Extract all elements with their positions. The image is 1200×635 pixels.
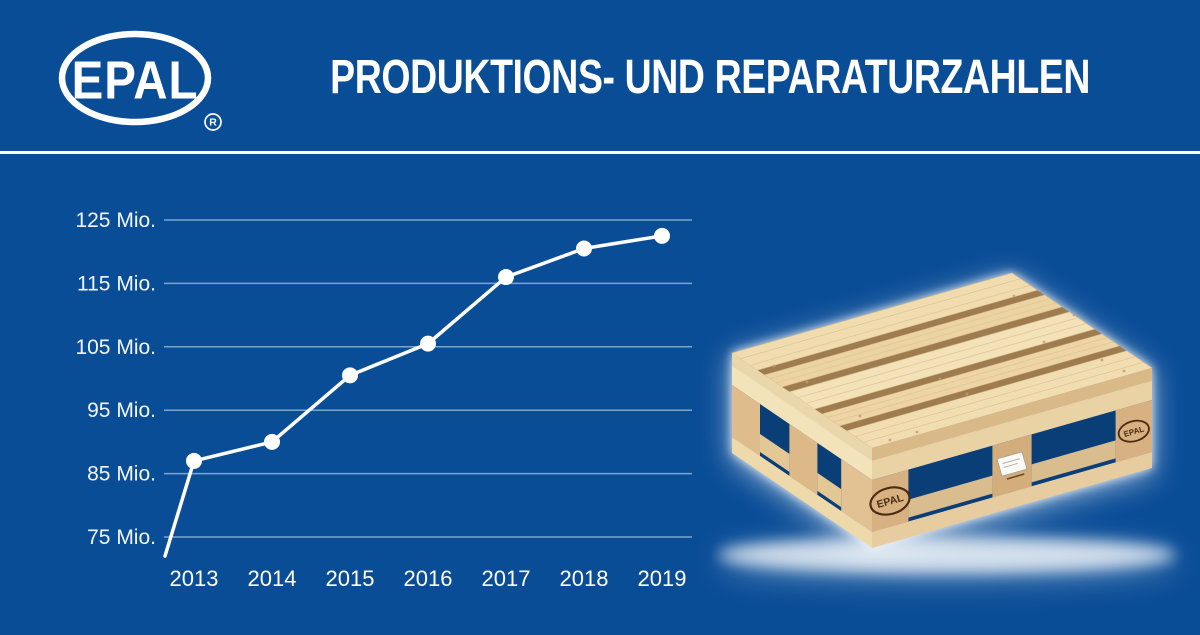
data-point [342,367,358,384]
data-point [654,227,670,244]
pallet-center-label [996,451,1028,480]
epal-logo-text: EPAL [72,50,199,111]
y-tick-label: 75 Mio. [87,526,156,549]
x-tick-label: 2014 [248,566,297,591]
registered-trademark-letter: R [209,117,217,129]
page-title: PRODUKTIONS- UND REPARATURZAHLEN [330,51,1090,104]
pallet-nails [772,294,1126,442]
y-tick-label: 85 Mio. [87,463,156,486]
y-tick-label: 105 Mio. [75,336,156,359]
epal-pallet-illustration: EPAL EPAL [719,272,1175,571]
pallet-top-boards [731,272,1153,449]
x-tick-label: 2018 [560,566,609,591]
pallet-left-face [732,353,872,548]
x-tick-label: 2016 [404,566,453,591]
x-tick-label: 2015 [326,566,375,591]
header-divider [0,151,1200,154]
registered-trademark-icon [204,113,222,131]
x-tick-label: 2013 [170,566,219,591]
y-tick-label: 125 Mio. [75,209,156,232]
pallet-glow-shadow [719,539,1175,571]
data-point [576,240,592,257]
header: PRODUKTIONS- UND REPARATURZAHLEN [220,54,1200,102]
data-point [264,433,280,450]
data-point [420,335,436,352]
x-tick-label: 2019 [638,566,687,591]
y-tick-label: 115 Mio. [77,272,156,295]
production-line-chart: 125 Mio. 115 Mio. 105 Mio. 95 Mio. 85 Mio. 75… [75,209,692,591]
epal-logo-ellipse [58,30,212,126]
y-tick-label: 95 Mio. [87,399,156,422]
data-line [163,234,664,558]
epal-logo: EPAL R [58,30,222,131]
pallet-wood-grain [740,278,1144,443]
x-tick-label: 2017 [482,566,531,591]
data-point [498,269,514,286]
data-point [186,452,202,469]
